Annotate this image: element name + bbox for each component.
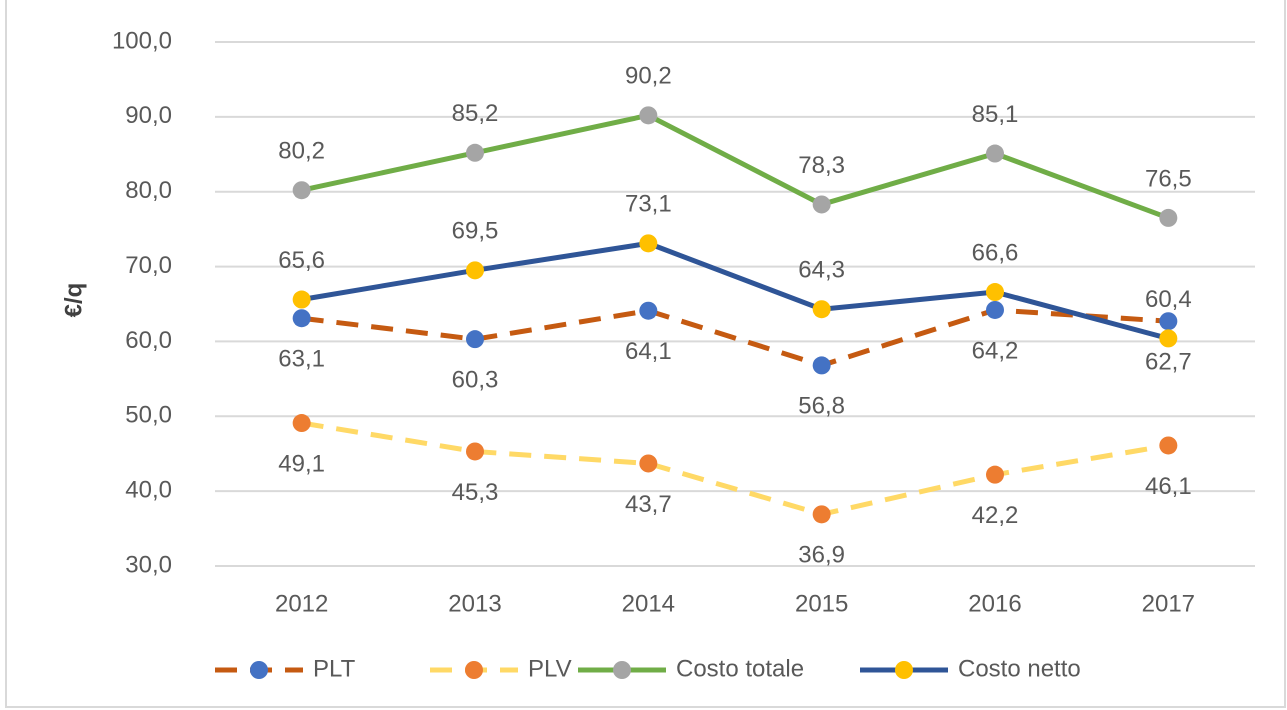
data-label: 49,1	[278, 450, 325, 477]
legend-label: Costo totale	[676, 655, 804, 682]
legend-label: Costo netto	[958, 655, 1081, 682]
data-label: 36,9	[798, 542, 845, 569]
data-point	[812, 505, 831, 524]
data-label: 64,2	[972, 337, 1019, 364]
data-point	[812, 195, 831, 214]
chart-frame	[5, 0, 1286, 708]
data-point	[639, 454, 658, 473]
data-point	[292, 309, 311, 328]
data-point	[292, 181, 311, 200]
x-tick-label: 2012	[275, 590, 328, 617]
data-label: 85,1	[972, 101, 1019, 128]
data-point	[986, 465, 1004, 484]
legend-label: PLT	[313, 655, 356, 682]
y-tick-label: 30,0	[125, 551, 172, 578]
data-point	[986, 144, 1004, 163]
data-point	[1159, 312, 1178, 331]
data-point	[1159, 436, 1178, 455]
data-point	[466, 143, 484, 162]
data-point	[639, 301, 658, 320]
data-point	[639, 106, 658, 125]
data-label: 64,3	[798, 257, 845, 284]
x-tick-label: 2013	[448, 590, 501, 617]
legend-marker	[465, 661, 483, 679]
data-point	[986, 283, 1004, 302]
data-label: 43,7	[625, 491, 672, 518]
legend-marker	[895, 661, 913, 679]
data-label: 60,3	[452, 367, 499, 394]
data-label: 80,2	[278, 138, 325, 165]
x-tick-label: 2014	[622, 590, 675, 617]
data-point	[812, 300, 831, 319]
data-label: 46,1	[1145, 473, 1192, 500]
legend-marker	[613, 661, 631, 679]
data-point	[1159, 329, 1178, 348]
data-label: 63,1	[278, 346, 325, 373]
data-label: 73,1	[625, 191, 672, 218]
data-point	[466, 442, 484, 461]
data-label: 65,6	[278, 247, 325, 274]
data-label: 85,2	[452, 100, 499, 127]
data-label: 60,4	[1145, 286, 1192, 313]
data-point	[639, 234, 658, 253]
y-axis-label: €/q	[60, 283, 87, 318]
x-tick-label: 2017	[1142, 590, 1195, 617]
legend-label: PLV	[528, 655, 572, 682]
y-tick-label: 60,0	[125, 327, 172, 354]
series-line	[301, 307, 1169, 369]
x-tick-label: 2015	[795, 590, 848, 617]
y-tick-label: 50,0	[125, 402, 172, 429]
y-tick-label: 70,0	[125, 252, 172, 279]
data-point	[292, 414, 311, 433]
data-label: 64,1	[625, 338, 672, 365]
data-label: 42,2	[972, 502, 1019, 529]
data-point	[986, 300, 1004, 319]
y-tick-label: 90,0	[125, 102, 172, 129]
data-point	[1159, 208, 1178, 227]
data-label: 62,7	[1145, 349, 1192, 376]
data-point	[466, 330, 484, 349]
legend-marker	[250, 661, 268, 679]
series-line	[301, 420, 1169, 517]
data-label: 90,2	[625, 63, 672, 90]
data-label: 45,3	[452, 479, 499, 506]
y-tick-label: 100,0	[112, 27, 172, 54]
y-tick-label: 40,0	[125, 476, 172, 503]
data-label: 76,5	[1145, 165, 1192, 192]
data-point	[466, 261, 484, 280]
data-point	[292, 290, 311, 309]
series-line	[301, 112, 1170, 221]
y-tick-label: 80,0	[125, 177, 172, 204]
data-label: 69,5	[452, 218, 499, 245]
data-label: 56,8	[798, 393, 845, 420]
x-tick-label: 2016	[968, 590, 1021, 617]
data-label: 78,3	[798, 152, 845, 179]
data-label: 66,6	[972, 239, 1019, 266]
data-point	[812, 356, 831, 375]
series-line	[301, 240, 1169, 341]
